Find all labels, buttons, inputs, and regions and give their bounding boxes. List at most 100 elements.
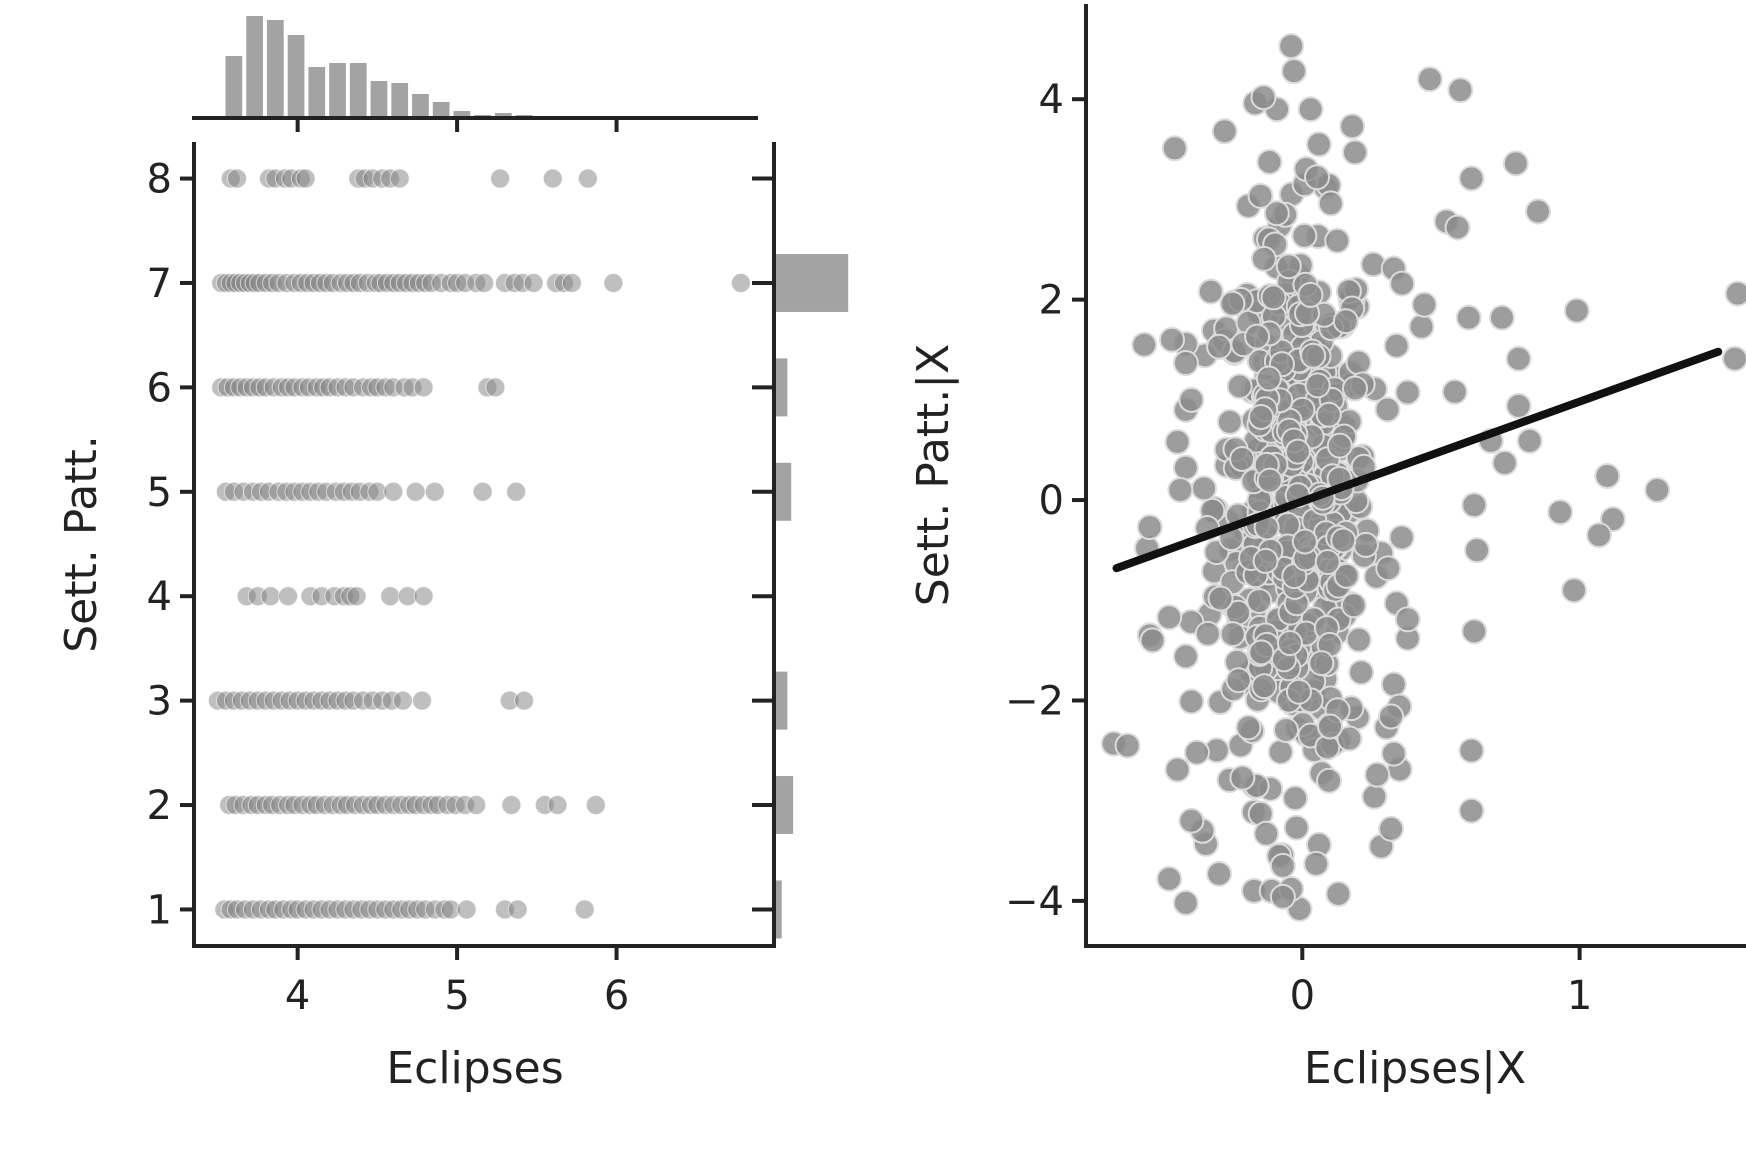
joint-point (412, 690, 433, 711)
joint-point (501, 795, 522, 816)
joint-point (405, 481, 426, 502)
joint-y-axis-label: Sett. Patt. (56, 435, 107, 653)
regression-point (1348, 659, 1375, 686)
x-hist-bar (266, 20, 284, 118)
regression-point (1304, 372, 1331, 399)
regression-point (1378, 703, 1405, 730)
regression-point (1219, 290, 1246, 317)
regression-point (1197, 278, 1224, 305)
regression-point (1408, 313, 1435, 340)
joint-point (456, 899, 477, 920)
regression-point (1272, 717, 1299, 744)
regression-point (1314, 549, 1341, 576)
regression-point (1172, 454, 1199, 481)
regression-point (1252, 547, 1279, 574)
regression-point (1461, 492, 1488, 519)
regression-point (1388, 524, 1415, 551)
regression-point (1250, 84, 1277, 111)
regression-point (1336, 725, 1363, 752)
regression-point (1317, 190, 1344, 217)
regression-point (1724, 280, 1746, 307)
reg-y-tick-label: 2 (1039, 278, 1064, 324)
regression-point (1444, 214, 1471, 241)
joint-y-tick-label: 6 (147, 365, 172, 411)
regression-point (1324, 227, 1351, 254)
regression-point (1505, 392, 1532, 419)
regression-point (1269, 852, 1296, 879)
joint-y-tick-label: 7 (147, 261, 172, 307)
regression-point (1340, 592, 1367, 619)
regression-point (1547, 499, 1574, 526)
regression-point (1280, 58, 1307, 85)
regression-point (1300, 342, 1327, 369)
top-hist-ticks (295, 118, 619, 132)
x-hist-bar (329, 63, 346, 118)
joint-point (392, 690, 413, 711)
regression-point (1253, 820, 1280, 847)
joint-y-ticks: 1 2 3 4 5 6 7 8 (147, 157, 194, 933)
regression-point (1297, 281, 1324, 308)
joint-y-tick-label: 3 (147, 679, 172, 725)
regression-point (1156, 865, 1183, 892)
regression-point (1330, 527, 1357, 554)
regression-point (1316, 767, 1343, 794)
regression-point (1383, 332, 1410, 359)
regression-point (1721, 345, 1746, 372)
regression-point (1458, 797, 1485, 824)
joint-x-tick-label: 4 (285, 973, 310, 1019)
joint-point (585, 795, 606, 816)
reg-y-tick-label: 0 (1039, 478, 1064, 524)
x-hist-bar (370, 81, 388, 118)
regression-point (1380, 740, 1407, 767)
regression-point (1172, 350, 1199, 377)
regression-point (1326, 432, 1353, 459)
joint-y-tick-label: 5 (147, 470, 172, 516)
regression-point (1325, 880, 1352, 907)
marginal-x-histogram (225, 16, 533, 118)
marginal-y-histogram (776, 253, 849, 939)
regression-point (1267, 738, 1294, 765)
joint-point (514, 690, 535, 711)
regression-point (1131, 331, 1158, 358)
reg-y-ticks: −4 −2 0 2 4 (1005, 77, 1086, 925)
regression-point (1394, 606, 1421, 633)
regression-point (1283, 814, 1310, 841)
regression-point (1594, 463, 1621, 490)
regression-point (1164, 756, 1191, 783)
joint-y-tick-label: 1 (147, 887, 172, 933)
regression-point (1178, 807, 1205, 834)
joint-plot-panel: 1 2 3 4 5 6 7 8 4 5 6 Eclipses Sett. Patt. (56, 16, 849, 1094)
regression-point (1247, 182, 1274, 209)
regression-point (1516, 427, 1543, 454)
reg-x-tick-label: 0 (1290, 973, 1315, 1019)
joint-point (413, 377, 434, 398)
regression-point (1207, 585, 1234, 612)
joint-point (730, 272, 751, 293)
joint-point (346, 586, 367, 607)
regression-point (1226, 373, 1253, 400)
joint-point (542, 168, 563, 189)
regression-point (1380, 671, 1407, 698)
x-hist-bar (391, 83, 409, 118)
regression-point (1491, 449, 1518, 476)
joint-point (490, 168, 511, 189)
regression-point (1164, 428, 1191, 455)
joint-y-tick-label: 2 (147, 783, 172, 829)
regression-point (1251, 673, 1278, 700)
y-hist-bar (776, 462, 792, 521)
regression-point (1158, 326, 1185, 353)
regression-point (1276, 630, 1303, 657)
reg-y-tick-label: −2 (1005, 678, 1064, 724)
regression-point (1284, 438, 1311, 465)
joint-y-tick-label: 4 (147, 574, 172, 620)
regression-point (1455, 304, 1482, 331)
y-hist-bar (776, 880, 782, 939)
regression-point (1502, 150, 1529, 177)
regression-point (1297, 96, 1324, 123)
x-hist-bar (225, 56, 243, 118)
regression-point (1563, 297, 1590, 324)
regression-point (1229, 445, 1256, 472)
regression-point (1374, 396, 1401, 423)
joint-y-tick-label: 8 (147, 157, 172, 203)
